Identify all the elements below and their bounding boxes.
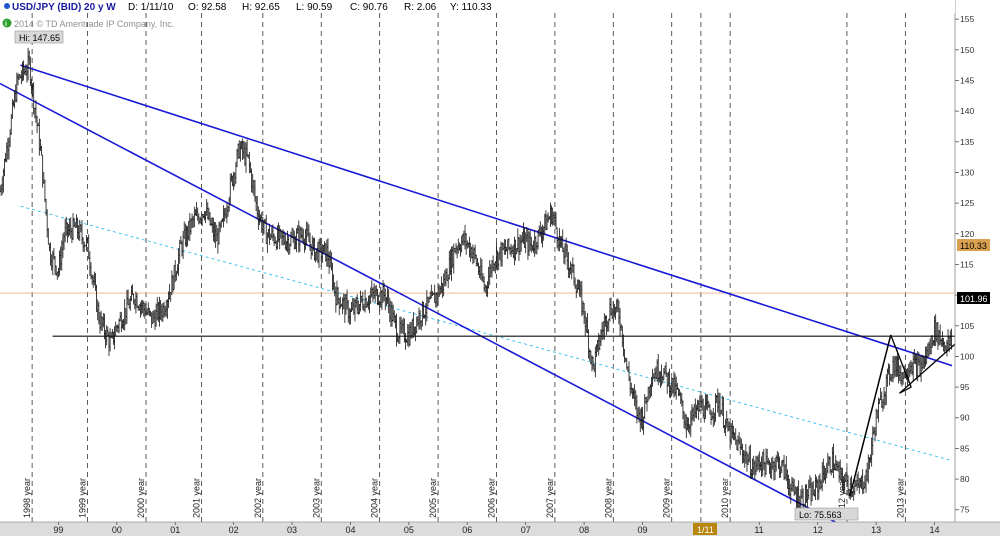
- channel-lower-line: [0, 82, 836, 523]
- triangle-base-line: [899, 386, 912, 394]
- y-tick-label: 80: [960, 474, 970, 484]
- last-price-tag: 110.33: [957, 239, 990, 251]
- steep-trend-line: [849, 334, 892, 497]
- symbol-label[interactable]: USD/JPY (BID) 20 y W: [12, 2, 116, 13]
- svg-text:i: i: [5, 21, 7, 28]
- year-label: 2001 year: [192, 478, 202, 518]
- close-readout: C: 90.76: [350, 2, 388, 13]
- x-tick-label: 13: [871, 525, 881, 535]
- lo-annotation: Lo: 75.563: [794, 507, 859, 521]
- last-price-box: [957, 239, 990, 251]
- year-label: 2007 year: [545, 478, 555, 518]
- hi-annotation: Hi: 147.65: [14, 30, 64, 44]
- current-price-tag: 101.96: [957, 292, 990, 304]
- y-tick-label: 125: [960, 198, 974, 208]
- y-tick-label: 120: [960, 229, 974, 239]
- triangle-lower-line: [899, 343, 956, 394]
- y-tick-label: 145: [960, 75, 974, 85]
- x-tick-label: 05: [404, 525, 414, 535]
- y-tick-label: 100: [960, 351, 974, 361]
- x-tick-label: 12: [813, 525, 823, 535]
- year-label: 2000 year: [136, 478, 146, 518]
- x-tick-label: 03: [287, 525, 297, 535]
- lo-box: [794, 507, 859, 521]
- year-label: 2009 year: [662, 478, 672, 518]
- channel-upper-line: [20, 64, 953, 367]
- header-bar: [0, 0, 955, 13]
- x-tick-label: 08: [579, 525, 589, 535]
- copyright-text: 2014 © TD Ameritrade IP Company, Inc.: [14, 19, 174, 29]
- year-label: 2008 year: [603, 478, 613, 518]
- year-label: 2002 year: [253, 478, 263, 518]
- y-tick-label: 85: [960, 443, 970, 453]
- year-label: 2010 year: [720, 478, 730, 518]
- year-label: 2012 year: [837, 478, 847, 518]
- y-tick-label: 95: [960, 382, 970, 392]
- y-axis-panel: [955, 0, 1000, 536]
- low-readout: L: 90.59: [296, 2, 333, 13]
- year-label: 2003 year: [311, 478, 321, 518]
- x-tick-label: 00: [112, 525, 122, 535]
- date-readout: D: 1/11/10: [128, 2, 174, 13]
- x-tick-label: 09: [638, 525, 648, 535]
- hi-label: Hi: 147.65: [19, 33, 60, 43]
- y-tick-label: 150: [960, 45, 974, 55]
- y-tick-label: 140: [960, 106, 974, 116]
- y-tick-label: 90: [960, 413, 970, 423]
- lo-label: Lo: 75.563: [799, 510, 842, 520]
- year-label: 1999 year: [78, 478, 88, 518]
- hi-box: [14, 30, 64, 44]
- x-tick-label: 02: [229, 525, 239, 535]
- year-label: 2013 year: [895, 478, 905, 518]
- y-tick-label: 75: [960, 505, 970, 515]
- cursor-date-tag: 1/11: [693, 523, 717, 535]
- last-price-label: 110.33: [960, 241, 987, 251]
- year-label: 2006 year: [486, 478, 496, 518]
- current-price-label: 101.96: [960, 294, 988, 304]
- x-tick-label: 99: [53, 525, 63, 535]
- price-bars: [0, 47, 953, 512]
- symbol-icon: [4, 3, 10, 9]
- current-price-box: [957, 292, 990, 304]
- year-label: 2004 year: [370, 478, 380, 518]
- y-tick-label: 115: [960, 259, 974, 269]
- y-tick-label: 135: [960, 137, 974, 147]
- y-tick-label: 105: [960, 321, 974, 331]
- year-label: 2005 year: [428, 478, 438, 518]
- channel-midline: [20, 205, 953, 462]
- y-readout: Y: 110.33: [450, 2, 492, 13]
- x-axis-strip: [0, 522, 1000, 536]
- cursor-date-box: [693, 523, 717, 535]
- x-tick-label: 11: [754, 525, 763, 535]
- open-readout: O: 92.58: [188, 2, 227, 13]
- range-readout: R: 2.06: [404, 2, 437, 13]
- x-tick-label: 01: [170, 525, 180, 535]
- y-tick-label: 130: [960, 167, 974, 177]
- x-tick-label: 04: [345, 525, 355, 535]
- year-label: 1998 year: [22, 478, 32, 518]
- x-tick-label: 07: [521, 525, 531, 535]
- x-tick-label: 06: [462, 525, 472, 535]
- header-info: USD/JPY (BID) 20 y W D: 1/11/10 O: 92.58…: [4, 2, 492, 13]
- study-icon[interactable]: [2, 18, 12, 28]
- y-tick-label: 155: [960, 14, 974, 24]
- x-tick-label: 14: [930, 525, 940, 535]
- copyright-row: i 2014 © TD Ameritrade IP Company, Inc.: [2, 18, 174, 29]
- high-readout: H: 92.65: [242, 2, 280, 13]
- drawing-tools: [0, 64, 956, 523]
- cursor-date-label: 1/11: [697, 525, 714, 535]
